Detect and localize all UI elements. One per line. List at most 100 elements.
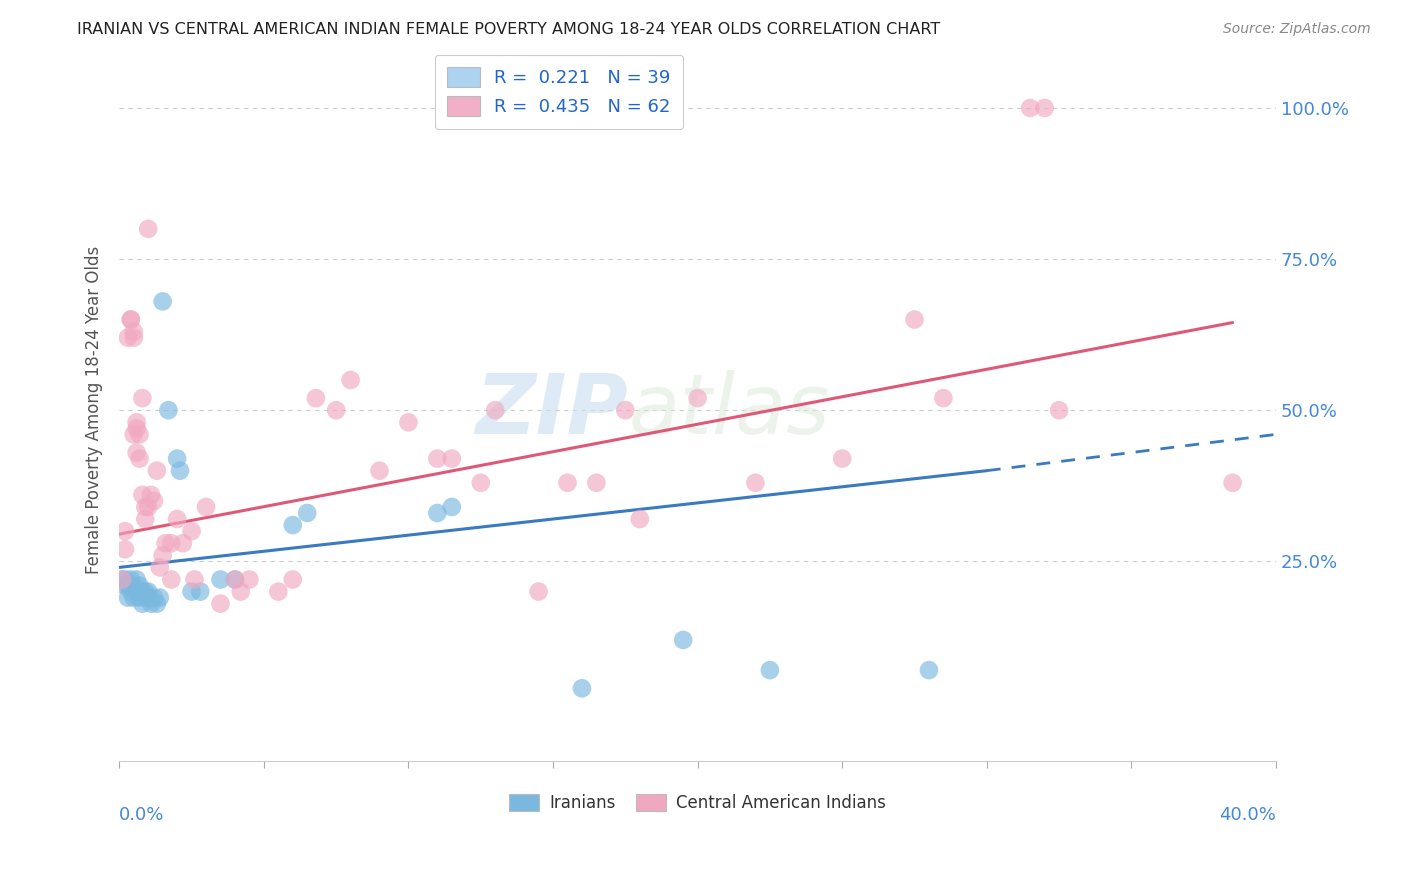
Text: 0.0%: 0.0% — [120, 806, 165, 824]
Text: IRANIAN VS CENTRAL AMERICAN INDIAN FEMALE POVERTY AMONG 18-24 YEAR OLDS CORRELAT: IRANIAN VS CENTRAL AMERICAN INDIAN FEMAL… — [77, 22, 941, 37]
Point — [114, 573, 136, 587]
Point — [571, 681, 593, 696]
Point — [195, 500, 218, 514]
Point — [918, 663, 941, 677]
Point — [128, 451, 150, 466]
Point — [146, 597, 169, 611]
Point — [585, 475, 607, 490]
Point — [339, 373, 361, 387]
Point — [125, 415, 148, 429]
Point — [155, 536, 177, 550]
Point — [426, 506, 449, 520]
Point — [125, 573, 148, 587]
Text: Source: ZipAtlas.com: Source: ZipAtlas.com — [1223, 22, 1371, 37]
Point — [131, 488, 153, 502]
Point — [628, 512, 651, 526]
Point — [160, 536, 183, 550]
Point — [180, 524, 202, 538]
Point — [903, 312, 925, 326]
Point — [744, 475, 766, 490]
Point — [229, 584, 252, 599]
Point — [152, 549, 174, 563]
Point — [136, 584, 159, 599]
Point — [131, 391, 153, 405]
Point — [139, 488, 162, 502]
Text: 40.0%: 40.0% — [1219, 806, 1277, 824]
Text: atlas: atlas — [628, 369, 830, 450]
Point — [305, 391, 328, 405]
Point — [172, 536, 194, 550]
Point — [267, 584, 290, 599]
Point — [614, 403, 637, 417]
Point — [114, 542, 136, 557]
Point — [134, 500, 156, 514]
Point — [149, 560, 172, 574]
Point — [125, 421, 148, 435]
Point — [398, 415, 420, 429]
Point — [426, 451, 449, 466]
Point — [125, 445, 148, 459]
Point — [180, 584, 202, 599]
Point — [139, 597, 162, 611]
Point — [117, 578, 139, 592]
Point — [224, 573, 246, 587]
Point — [440, 451, 463, 466]
Point — [120, 312, 142, 326]
Point — [1047, 403, 1070, 417]
Point — [146, 464, 169, 478]
Point — [128, 578, 150, 592]
Point — [136, 222, 159, 236]
Point — [368, 464, 391, 478]
Point — [143, 591, 166, 605]
Point — [759, 663, 782, 677]
Point — [136, 500, 159, 514]
Point — [557, 475, 579, 490]
Point — [120, 573, 142, 587]
Point — [484, 403, 506, 417]
Point — [470, 475, 492, 490]
Point — [1019, 101, 1042, 115]
Point — [114, 578, 136, 592]
Point — [1222, 475, 1244, 490]
Point — [157, 403, 180, 417]
Point — [325, 403, 347, 417]
Point — [117, 331, 139, 345]
Point — [136, 591, 159, 605]
Point — [128, 427, 150, 442]
Point — [169, 464, 191, 478]
Point — [160, 573, 183, 587]
Point — [114, 524, 136, 538]
Point — [1033, 101, 1056, 115]
Point — [166, 512, 188, 526]
Legend: Iranians, Central American Indians: Iranians, Central American Indians — [503, 788, 893, 819]
Point — [527, 584, 550, 599]
Point — [134, 584, 156, 599]
Point — [297, 506, 319, 520]
Point — [188, 584, 211, 599]
Point — [281, 573, 304, 587]
Point — [238, 573, 260, 587]
Point — [143, 494, 166, 508]
Text: ZIP: ZIP — [475, 369, 628, 450]
Point — [125, 584, 148, 599]
Y-axis label: Female Poverty Among 18-24 Year Olds: Female Poverty Among 18-24 Year Olds — [86, 246, 103, 574]
Point — [831, 451, 853, 466]
Point — [122, 331, 145, 345]
Point — [932, 391, 955, 405]
Point — [209, 597, 232, 611]
Point — [122, 325, 145, 339]
Point — [134, 512, 156, 526]
Point — [672, 632, 695, 647]
Point — [224, 573, 246, 587]
Point — [131, 597, 153, 611]
Point — [111, 573, 134, 587]
Point — [122, 578, 145, 592]
Point — [281, 518, 304, 533]
Point — [686, 391, 709, 405]
Point — [149, 591, 172, 605]
Point — [122, 591, 145, 605]
Point — [117, 591, 139, 605]
Point — [440, 500, 463, 514]
Point — [134, 591, 156, 605]
Point — [183, 573, 205, 587]
